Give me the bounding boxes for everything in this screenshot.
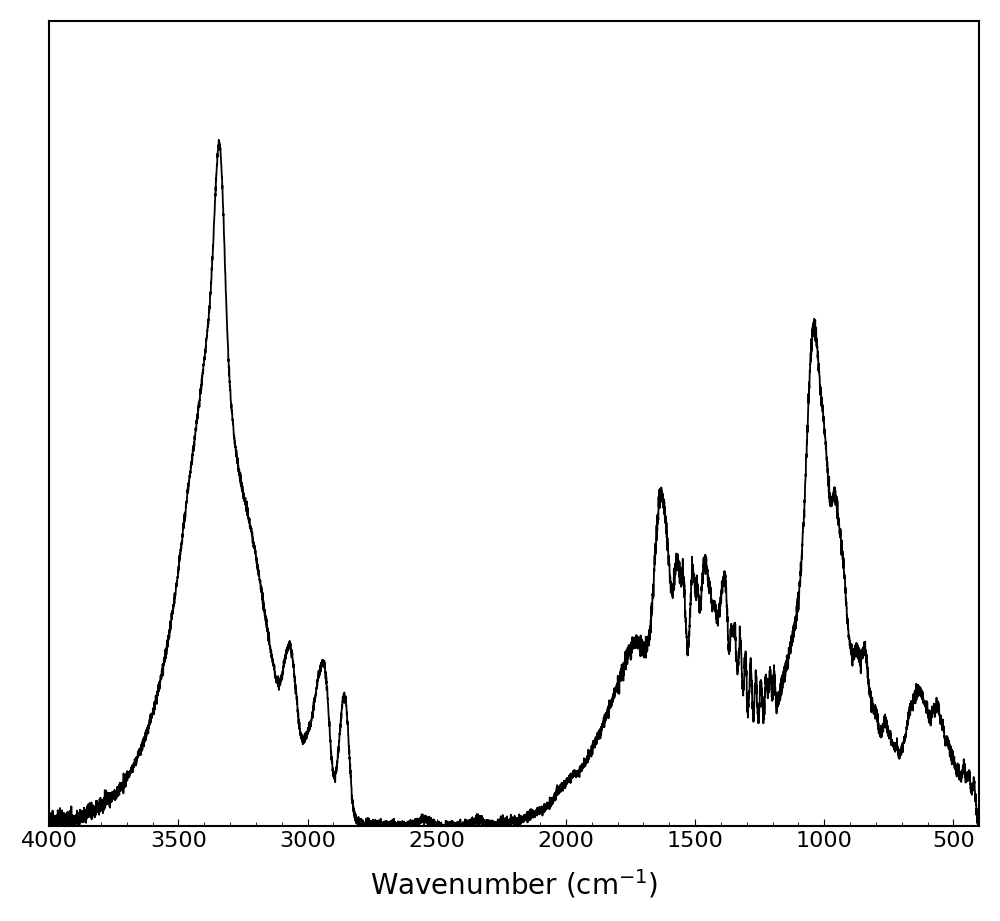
X-axis label: Wavenumber (cm$^{-1}$): Wavenumber (cm$^{-1}$) <box>370 868 658 900</box>
